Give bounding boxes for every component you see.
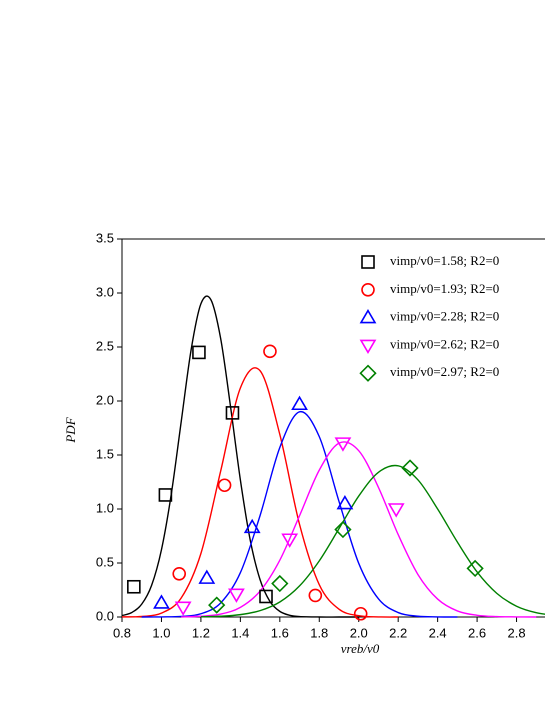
legend-label: vimp/v0=2.97; R2=0: [390, 364, 499, 379]
data-point: [243, 518, 261, 534]
x-tick-label: 1.2: [192, 625, 210, 640]
x-tick-label: 2.0: [350, 625, 368, 640]
legend-marker: [359, 339, 377, 354]
data-point: [127, 579, 141, 594]
legend-marker: [361, 255, 375, 269]
y-tick-label: 1.5: [96, 446, 114, 461]
fit-curve: [141, 411, 458, 618]
data-point: [172, 566, 187, 581]
y-tick-label: 3.5: [96, 230, 114, 245]
y-tick-label: 1.0: [96, 500, 114, 515]
data-point: [198, 569, 216, 584]
data-point: [217, 478, 232, 493]
fit-curve: [121, 295, 359, 618]
data-point: [271, 574, 289, 593]
legend-marker: [361, 282, 375, 297]
x-tick-label: 2.8: [508, 625, 526, 640]
data-point: [208, 596, 226, 614]
data-point: [353, 606, 368, 621]
y-tick-label: 2.5: [96, 338, 114, 353]
legend-marker: [359, 364, 377, 382]
x-tick-label: 1.4: [231, 625, 249, 640]
x-tick-label: 1.8: [310, 625, 328, 640]
legend-label: vimp/v0=2.62; R2=0: [390, 336, 499, 351]
data-point: [387, 503, 405, 518]
y-tick-label: 2.0: [96, 392, 114, 407]
data-point: [225, 406, 240, 420]
fit-curve: [121, 367, 399, 618]
data-point: [466, 559, 484, 578]
y-tick-label: 0.0: [96, 608, 114, 623]
legend-label: vimp/v0=1.58; R2=0: [390, 253, 499, 268]
fit-curve: [181, 441, 537, 618]
data-point: [192, 345, 206, 360]
legend-label: vimp/v0=2.28; R2=0: [390, 309, 499, 324]
y-tick-label: 3.0: [96, 284, 114, 299]
data-point: [308, 588, 323, 603]
fit-curve: [200, 464, 545, 618]
x-tick-label: 1.0: [152, 625, 170, 640]
data-point: [174, 601, 192, 616]
data-point: [334, 520, 352, 539]
data-point: [336, 495, 354, 510]
x-tick-label: 2.6: [468, 625, 486, 640]
legend-label: vimp/v0=1.93; R2=0: [390, 281, 499, 296]
data-point: [334, 437, 352, 452]
data-point: [291, 395, 308, 411]
data-point: [263, 344, 277, 359]
x-tick-label: 1.6: [271, 625, 289, 640]
x-tick-label: 2.4: [429, 625, 447, 640]
data-point: [281, 533, 299, 548]
y-tick-label: 0.5: [96, 554, 114, 569]
data-point: [153, 594, 170, 609]
y-axis-title: PDF: [63, 416, 78, 443]
x-axis-title: vreb/v0: [341, 641, 380, 656]
data-point: [228, 588, 245, 603]
x-tick-label: 2.2: [389, 625, 407, 640]
x-tick-label: 0.8: [113, 625, 131, 640]
data-point: [259, 589, 273, 604]
data-point: [401, 459, 419, 477]
data-point: [158, 488, 173, 502]
legend-marker: [359, 309, 377, 324]
